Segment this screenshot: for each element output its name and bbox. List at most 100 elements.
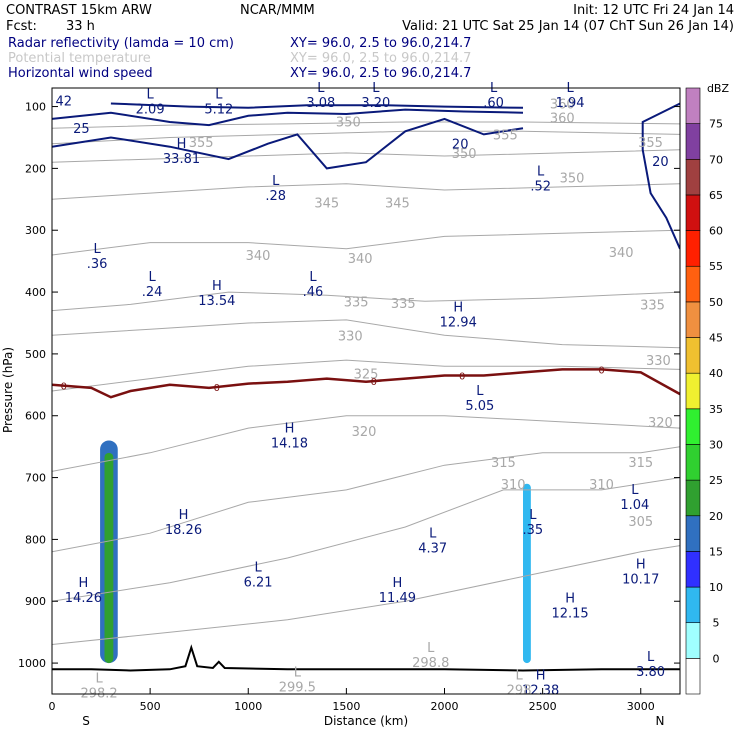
theta-extremum-kind-3: L — [95, 672, 103, 687]
colorbar-bin-0 — [685, 658, 701, 695]
wind-extremum-value-25: 3.80 — [636, 665, 665, 680]
reflectivity-layer — [100, 440, 531, 664]
wind-extremum-value-0: 2.09 — [136, 102, 165, 117]
contour-label-layer: 345 345 340 340 340 335 335 330 330 325 320 320 315 3… — [56, 81, 673, 702]
wind-label-0: 42 — [56, 94, 73, 109]
colorbar-bin-11 — [685, 265, 701, 303]
valid-time: Valid: 21 UTC Sat 25 Jan 14 (07 ChT Sun … — [402, 19, 734, 34]
y-tick-label-100: 100 — [25, 101, 46, 114]
theta-extremum-kind-2: L — [515, 669, 523, 684]
fcst-label: Fcst: — [6, 19, 37, 34]
theta-contour-320 — [52, 415, 680, 472]
wind-extremum-value-23: 11.49 — [379, 591, 416, 606]
theta-label-16: 305 — [628, 515, 653, 530]
theta-extremum-kind-1: L — [294, 666, 302, 681]
wind-extremum-value-8: .52 — [530, 180, 551, 195]
wind-extremum-kind-21: L — [254, 560, 262, 575]
wind-extremum-value-4: .60 — [483, 96, 504, 111]
terrain-layer — [52, 644, 680, 694]
colorbar-label-40: 40 — [709, 367, 723, 380]
wind-extremum-value-24: 12.15 — [551, 606, 588, 621]
y-tick-label-500: 500 — [25, 348, 46, 361]
x-tick-label-3000: 3000 — [627, 700, 655, 713]
wind-extremum-value-20: 10.17 — [622, 572, 659, 587]
theta-contour-335 — [52, 291, 680, 312]
wind-extremum-value-9: .36 — [87, 257, 108, 272]
wind-extremum-value-19: 4.37 — [418, 541, 447, 556]
theta-extremum-value-1: 299.5 — [279, 681, 316, 696]
colorbar-label-15: 15 — [709, 545, 723, 558]
wind-extremum-kind-17: H — [179, 508, 189, 523]
y-tick-label-600: 600 — [25, 410, 46, 423]
y-tick-label-400: 400 — [25, 286, 46, 299]
theta-label-0: 345 — [314, 196, 339, 211]
theta-label-11: 320 — [648, 416, 673, 431]
x-tick-label-2500: 2500 — [529, 700, 557, 713]
colorbar-label-45: 45 — [709, 332, 723, 345]
colorbar-bin-6 — [685, 444, 701, 481]
colorbar-label-5: 5 — [713, 617, 720, 630]
theta-label-23: 355 — [189, 136, 214, 151]
y-tick-label-900: 900 — [25, 595, 46, 608]
y-tick-label-200: 200 — [25, 162, 46, 175]
wind-extremum-value-11: 13.54 — [198, 294, 235, 309]
y-tick-label-1000: 1000 — [18, 657, 46, 670]
theta-contour-315 — [52, 446, 680, 553]
wind-extremum-kind-15: H — [285, 421, 295, 436]
colorbar-label-75: 75 — [709, 118, 723, 131]
wind-extremum-kind-0: L — [147, 87, 155, 102]
x-tick-label-500: 500 — [140, 700, 161, 713]
wind-contour-layer — [52, 102, 680, 250]
freezing-label-2: 0 — [371, 377, 377, 388]
theta-label-13: 315 — [628, 456, 653, 471]
freezing-label-4: 0 — [598, 365, 604, 376]
theta-contour-330 — [52, 319, 680, 349]
wind-extremum-value-5: 1.94 — [556, 96, 585, 111]
theta-label-12: 315 — [491, 456, 516, 471]
theta-label-7: 330 — [338, 329, 363, 344]
y-tick-label-800: 800 — [25, 533, 46, 546]
theta-label-3: 340 — [348, 252, 373, 267]
wind-extremum-kind-2: L — [317, 81, 325, 96]
colorbar-bin-13 — [685, 194, 701, 231]
model-title: CONTRAST 15km ARW — [6, 3, 152, 18]
fcst-value: 33 h — [66, 19, 95, 34]
init-time: Init: 12 UTC Fri 24 Jan 14 — [573, 3, 734, 18]
field-xy-theta: XY= 96.0, 2.5 to 96.0,214.7 — [290, 51, 471, 66]
wind-label-2: 20 — [452, 138, 469, 153]
y-axis-title: Pressure (hPa) — [1, 347, 15, 433]
wind-extremum-kind-6: H — [177, 137, 187, 152]
wind-extremum-value-13: 12.94 — [440, 316, 477, 331]
x-tick-label-2000: 2000 — [431, 700, 459, 713]
colorbar-label-70: 70 — [709, 153, 723, 166]
wind-extremum-kind-3: L — [372, 81, 380, 96]
org-label: NCAR/MMM — [240, 3, 315, 18]
wind-extremum-kind-4: L — [490, 81, 498, 96]
theta-label-15: 310 — [589, 478, 614, 493]
freezing-label-3: 0 — [459, 372, 465, 383]
wind-extremum-kind-12: L — [309, 270, 317, 285]
colorbar-label-10: 10 — [709, 581, 723, 594]
theta-label-6: 335 — [391, 297, 416, 312]
wind-extremum-value-6: 33.81 — [163, 152, 200, 167]
colorbar-bin-2 — [685, 586, 701, 624]
theta-extremum-kind-0: L — [427, 641, 435, 656]
theta-label-20: 360 — [550, 97, 575, 112]
colorbar-label-65: 65 — [709, 189, 723, 202]
reflectivity-column-2 — [523, 483, 531, 664]
theta-extremum-value-2: 298 — [507, 684, 532, 699]
theta-label-14: 310 — [501, 478, 526, 493]
colorbar-label-55: 55 — [709, 260, 723, 273]
colorbar-bin-15 — [685, 123, 701, 160]
colorbar-bin-10 — [685, 301, 701, 338]
colorbar-label-35: 35 — [709, 403, 723, 416]
x-tick-label-1500: 1500 — [332, 700, 360, 713]
colorbar-bin-5 — [685, 479, 701, 517]
colorbar-unit: dBZ — [707, 82, 730, 95]
theta-contour-layer — [52, 121, 680, 683]
wind-contour-2 — [110, 102, 524, 109]
theta-label-21: 350 — [560, 172, 585, 187]
wind-extremum-value-17: 18.26 — [165, 523, 202, 538]
colorbar-label-60: 60 — [709, 225, 723, 238]
wind-extremum-value-18: .35 — [522, 523, 543, 538]
